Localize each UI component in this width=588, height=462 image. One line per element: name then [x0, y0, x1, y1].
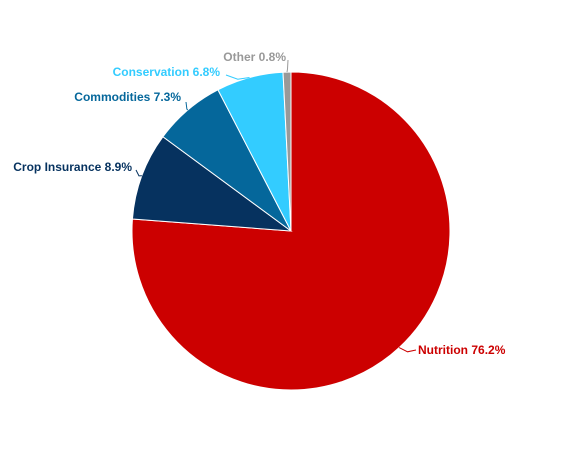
label-value: 0.8%	[259, 50, 287, 64]
data-label: Crop Insurance 8.9%	[13, 160, 132, 174]
label-category: Nutrition	[418, 343, 468, 357]
label-value: 76.2%	[471, 343, 505, 357]
pie-slice	[131, 136, 293, 232]
label-connector	[286, 59, 289, 73]
label-category: Commodities	[74, 90, 150, 104]
label-category: Crop Insurance	[13, 160, 101, 174]
label-connector	[185, 101, 189, 111]
label-connector	[398, 347, 417, 353]
label-value: 8.9%	[105, 160, 133, 174]
label-value: 7.3%	[154, 90, 182, 104]
data-label: Nutrition 76.2%	[418, 343, 506, 357]
data-label: Other 0.8%	[223, 50, 286, 64]
label-category: Conservation	[113, 65, 190, 79]
label-value: 6.8%	[193, 65, 221, 79]
label-category: Other	[223, 50, 255, 64]
data-label: Conservation 6.8%	[113, 65, 221, 79]
label-connector	[225, 74, 250, 80]
label-connector	[135, 169, 142, 177]
data-label: Commodities 7.3%	[74, 90, 181, 104]
